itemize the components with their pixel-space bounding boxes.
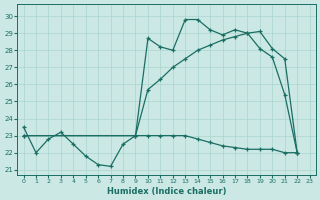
X-axis label: Humidex (Indice chaleur): Humidex (Indice chaleur)	[107, 187, 226, 196]
